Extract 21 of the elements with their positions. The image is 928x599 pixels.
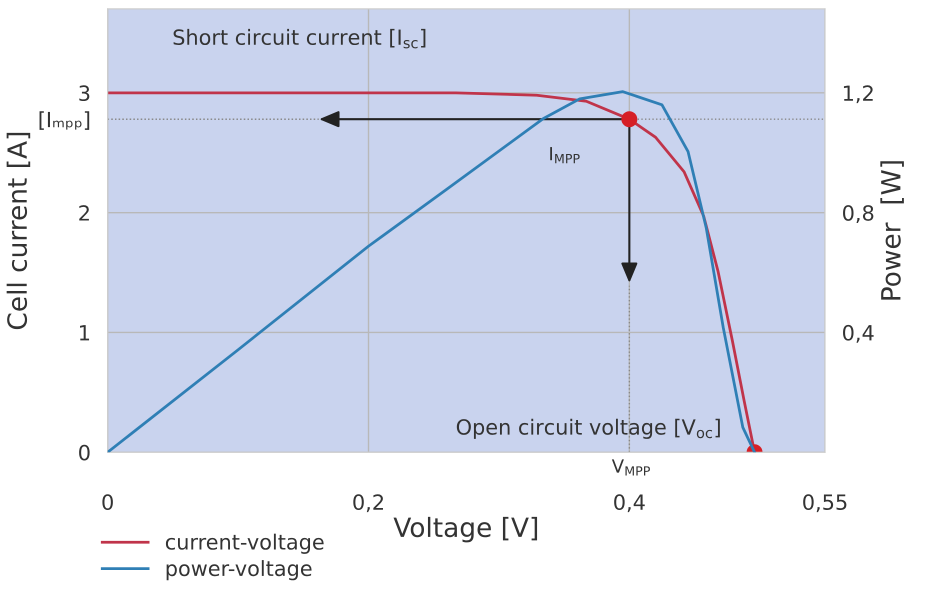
y-axis-title: Cell current [A] xyxy=(6,132,30,330)
annotation: Open circuit voltage [V$_{oc}$] xyxy=(456,418,720,439)
annotation: I$_{MPP}$ xyxy=(550,147,580,164)
x-tick-label: 0 xyxy=(102,494,113,510)
y2-tick-label: 0,4 xyxy=(843,324,874,343)
annotation: Short circuit current [I$_{sc}$] xyxy=(174,28,426,48)
y2-tick-label: 0,8 xyxy=(843,205,874,223)
x-tick-label: 0,2 xyxy=(353,494,383,512)
y2-tick-label: 1,2 xyxy=(844,85,873,104)
y-tick-label: 1 xyxy=(80,325,90,340)
y-tick-label: 2 xyxy=(79,205,89,221)
y-tick-label: [Iₘₚₚ] xyxy=(40,111,90,130)
y-tick-label: 0 xyxy=(79,444,90,460)
legend-label: power-voltage xyxy=(166,560,312,580)
x-tick-label: 0,4 xyxy=(614,494,645,512)
legend-label: current-voltage xyxy=(166,534,324,554)
y2-axis-title: Power [W] xyxy=(880,161,904,300)
text: V$_{MPP}$ xyxy=(612,459,650,476)
y-tick-label: 3 xyxy=(79,85,90,102)
x-tick-label: 0,55 xyxy=(803,494,846,512)
x-axis-title: Voltage [V] xyxy=(394,516,538,542)
